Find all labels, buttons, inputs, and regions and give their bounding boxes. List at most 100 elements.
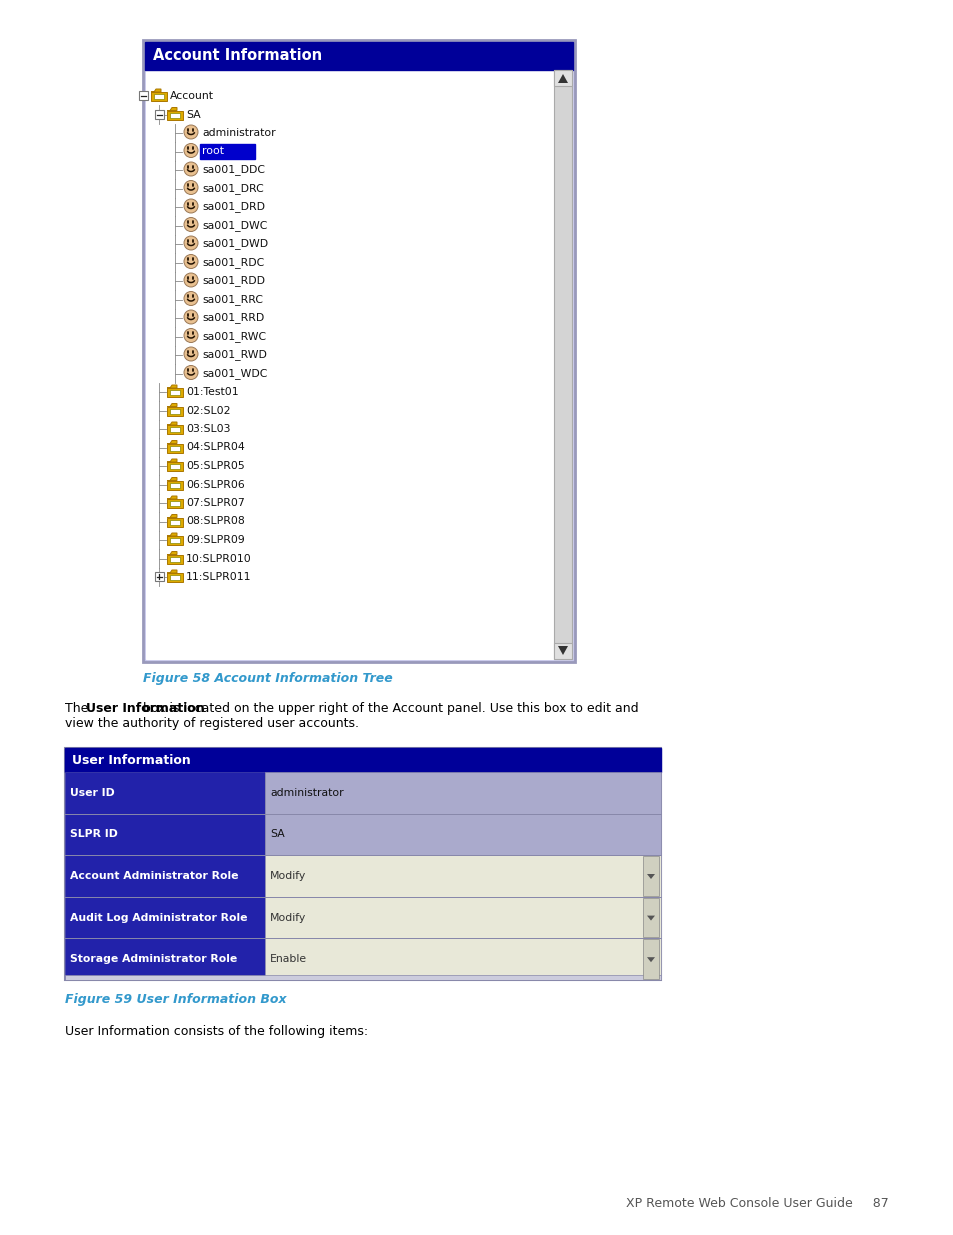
Text: Audit Log Administrator Role: Audit Log Administrator Role (70, 913, 247, 923)
Text: 11:SLPR011: 11:SLPR011 (186, 572, 252, 582)
Polygon shape (65, 974, 660, 981)
Text: 05:SLPR05: 05:SLPR05 (186, 461, 245, 471)
Polygon shape (265, 855, 660, 897)
Polygon shape (167, 459, 177, 462)
Text: User Information: User Information (71, 753, 191, 767)
Text: User Information: User Information (86, 701, 205, 715)
Text: sa001_DWD: sa001_DWD (202, 238, 268, 249)
Text: Modify: Modify (270, 871, 306, 881)
Text: sa001_DWC: sa001_DWC (202, 220, 267, 231)
Polygon shape (170, 501, 180, 506)
Text: sa001_RWD: sa001_RWD (202, 350, 267, 361)
Text: Modify: Modify (270, 913, 306, 923)
Text: SLPR ID: SLPR ID (70, 830, 118, 840)
Polygon shape (65, 772, 265, 814)
Polygon shape (167, 107, 177, 110)
Polygon shape (65, 748, 660, 772)
Text: 03:SL03: 03:SL03 (186, 424, 231, 433)
Polygon shape (170, 520, 180, 525)
Circle shape (184, 162, 198, 177)
Polygon shape (146, 70, 572, 659)
Circle shape (184, 125, 198, 140)
Text: 09:SLPR09: 09:SLPR09 (186, 535, 245, 545)
Polygon shape (170, 464, 180, 469)
Text: view the authority of registered user accounts.: view the authority of registered user ac… (65, 718, 358, 730)
Polygon shape (167, 406, 183, 415)
Text: 04:SLPR04: 04:SLPR04 (186, 442, 245, 452)
Polygon shape (642, 940, 659, 979)
Polygon shape (167, 496, 177, 499)
Polygon shape (167, 422, 177, 425)
Text: sa001_DDC: sa001_DDC (202, 164, 265, 175)
Polygon shape (558, 646, 567, 655)
Text: box is located on the upper right of the Account panel. Use this box to edit and: box is located on the upper right of the… (138, 701, 638, 715)
Polygon shape (151, 89, 161, 91)
Text: Storage Administrator Role: Storage Administrator Role (70, 955, 237, 965)
Text: administrator: administrator (202, 128, 275, 138)
Text: root: root (202, 147, 224, 157)
Text: 07:SLPR07: 07:SLPR07 (186, 498, 245, 508)
Text: 08:SLPR08: 08:SLPR08 (186, 516, 245, 526)
Polygon shape (167, 462, 183, 471)
Text: sa001_WDC: sa001_WDC (202, 368, 267, 379)
Text: sa001_RRD: sa001_RRD (202, 312, 264, 324)
Polygon shape (167, 536, 183, 545)
Text: 01:Test01: 01:Test01 (186, 387, 238, 396)
Polygon shape (167, 555, 183, 563)
Circle shape (184, 217, 198, 231)
Polygon shape (154, 572, 164, 580)
Polygon shape (167, 388, 183, 396)
Polygon shape (170, 483, 180, 488)
Polygon shape (200, 143, 254, 158)
Text: Figure 59 User Information Box: Figure 59 User Information Box (65, 993, 286, 1007)
Text: 10:SLPR010: 10:SLPR010 (186, 553, 252, 563)
Polygon shape (558, 74, 567, 83)
Polygon shape (554, 70, 572, 659)
Circle shape (184, 143, 198, 158)
Text: User Information consists of the following items:: User Information consists of the followi… (65, 1025, 368, 1037)
Text: 06:SLPR06: 06:SLPR06 (186, 479, 245, 489)
Polygon shape (265, 772, 660, 814)
Polygon shape (642, 898, 659, 937)
Polygon shape (265, 939, 660, 981)
Circle shape (184, 291, 198, 305)
Polygon shape (554, 643, 572, 659)
Polygon shape (65, 939, 265, 981)
Polygon shape (646, 915, 655, 920)
Polygon shape (65, 855, 265, 897)
Polygon shape (646, 874, 655, 879)
Polygon shape (153, 94, 164, 99)
Text: Account: Account (170, 91, 213, 101)
Polygon shape (167, 499, 183, 508)
Polygon shape (167, 110, 183, 120)
Text: Figure 58 Account Information Tree: Figure 58 Account Information Tree (143, 672, 393, 685)
Polygon shape (170, 538, 180, 543)
Polygon shape (265, 897, 660, 939)
Polygon shape (167, 404, 177, 406)
Polygon shape (170, 390, 180, 395)
Polygon shape (139, 91, 148, 100)
Polygon shape (265, 814, 660, 855)
Polygon shape (145, 42, 573, 70)
Circle shape (184, 236, 198, 249)
Polygon shape (65, 897, 265, 939)
Text: administrator: administrator (270, 788, 343, 798)
Polygon shape (65, 814, 265, 855)
Circle shape (184, 329, 198, 342)
Polygon shape (167, 441, 177, 443)
Polygon shape (170, 576, 180, 580)
Text: SA: SA (270, 830, 284, 840)
Text: sa001_RDD: sa001_RDD (202, 275, 265, 287)
Polygon shape (65, 748, 660, 981)
Polygon shape (143, 40, 575, 662)
Circle shape (184, 366, 198, 379)
Text: User ID: User ID (70, 788, 114, 798)
Text: Account Administrator Role: Account Administrator Role (70, 871, 238, 881)
Circle shape (184, 180, 198, 194)
Circle shape (184, 347, 198, 361)
Polygon shape (167, 571, 177, 573)
Circle shape (184, 310, 198, 324)
Text: SA: SA (186, 110, 200, 120)
Circle shape (184, 273, 198, 287)
Polygon shape (167, 573, 183, 582)
